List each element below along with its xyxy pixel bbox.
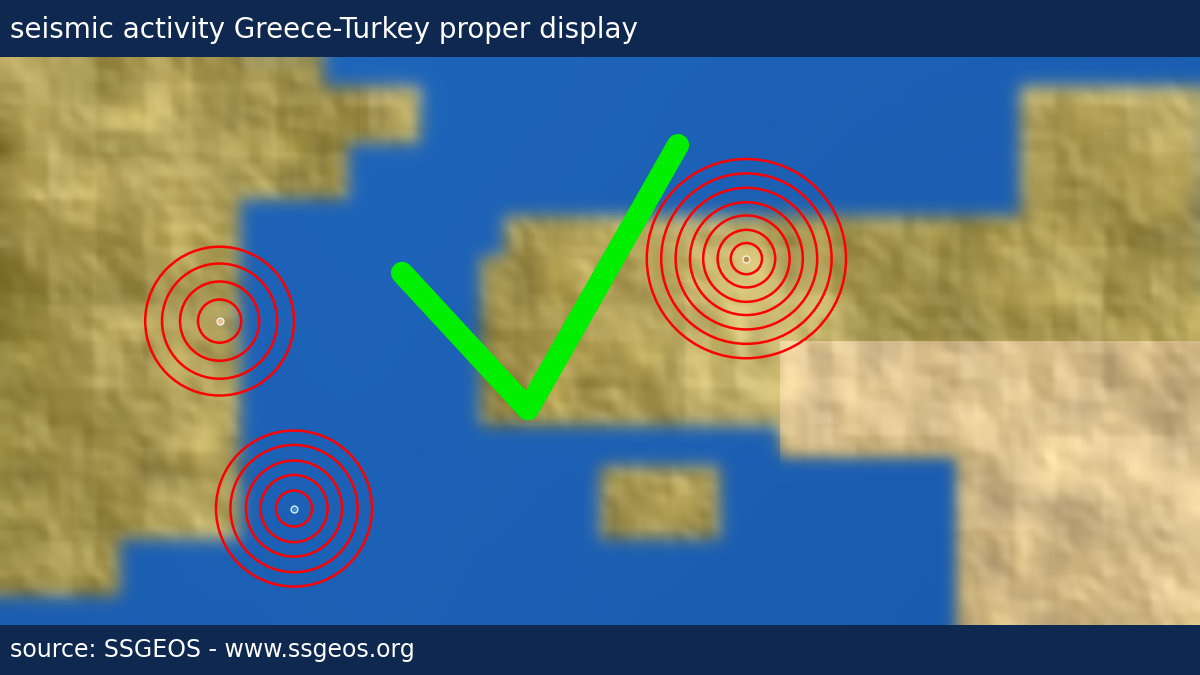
Text: source: SSGEOS - www.ssgeos.org: source: SSGEOS - www.ssgeos.org bbox=[10, 638, 415, 662]
Text: seismic activity Greece-Turkey proper display: seismic activity Greece-Turkey proper di… bbox=[10, 16, 638, 44]
